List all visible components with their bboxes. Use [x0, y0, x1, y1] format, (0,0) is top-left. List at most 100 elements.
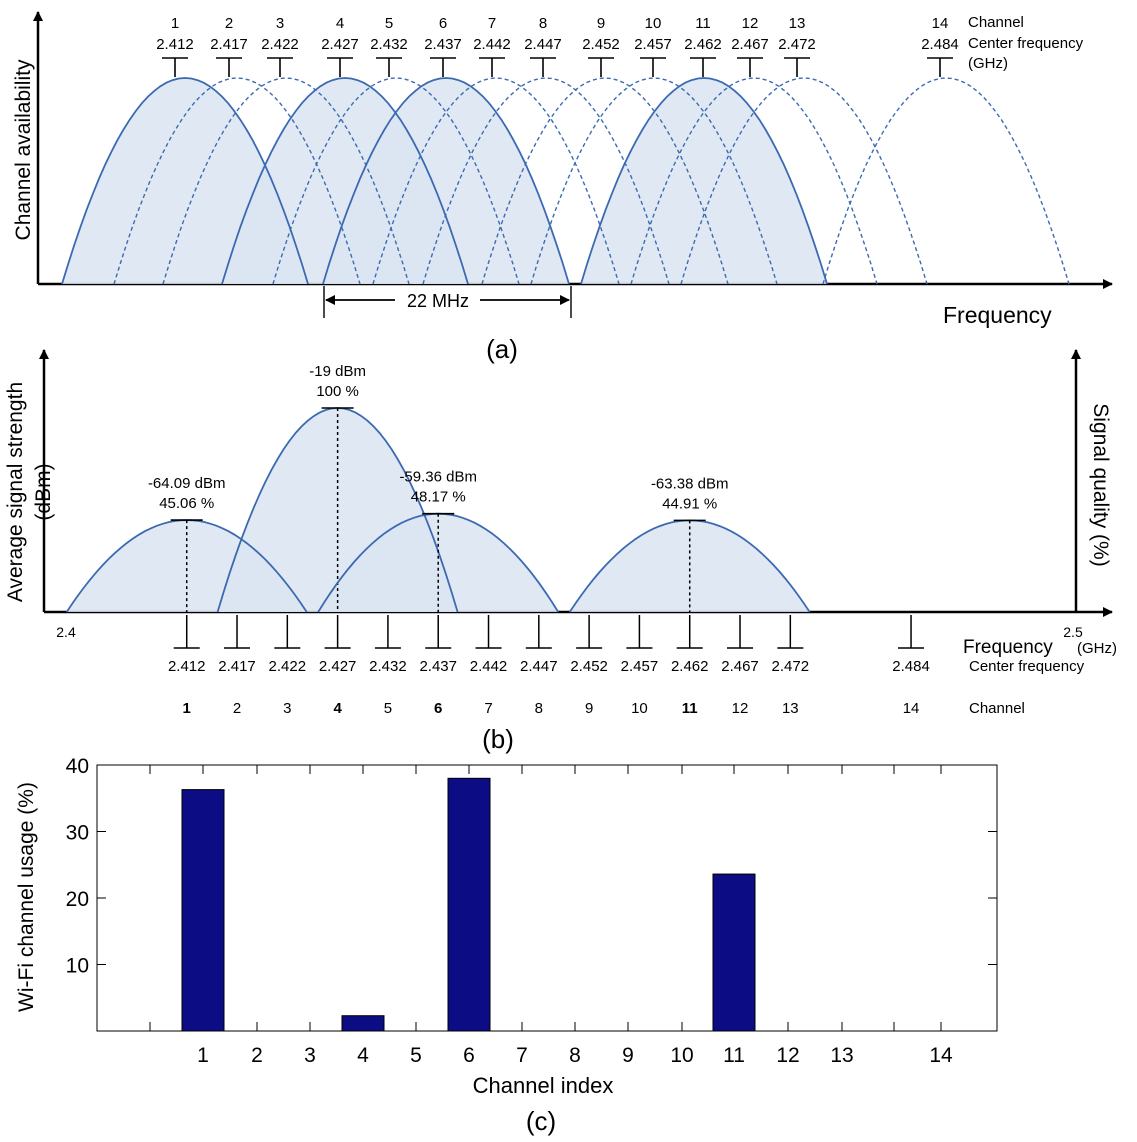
a-bandwidth-label: 22 MHz — [407, 291, 469, 311]
a-channel-2-curve — [113, 77, 361, 285]
b-center-frequency-9: 2.452 — [570, 658, 608, 675]
b-channel-number-13: 13 — [782, 700, 799, 717]
b-channel-number-1: 1 — [183, 700, 191, 717]
b-center-frequency-13: 2.472 — [772, 658, 810, 675]
b-channel-number-11: 11 — [682, 700, 698, 717]
c-xtick-label-1: 1 — [197, 1044, 209, 1067]
c-ytick-label-20: 20 — [66, 888, 89, 911]
b-signal-1-dbm: -64.09 dBm — [148, 475, 226, 492]
c-xtick-label-3: 3 — [304, 1044, 316, 1067]
a-x-axis-label: Frequency — [943, 302, 1052, 328]
c-xtick-label-14: 14 — [929, 1044, 953, 1067]
b-center-frequency-12: 2.467 — [721, 658, 759, 675]
a-channel-label-5: 5 — [385, 15, 393, 32]
b-signal-4-dbm: -19 dBm — [309, 363, 366, 380]
a-channel-label-10: 10 — [645, 15, 662, 32]
b-center-frequency-3: 2.422 — [269, 658, 307, 675]
b-channel-number-3: 3 — [283, 700, 291, 717]
a-channel-label-9: 9 — [597, 15, 605, 32]
a-unit-header: (GHz) — [968, 55, 1008, 72]
b-signal-6-quality: 48.17 % — [411, 489, 466, 506]
a-frequency-label-9: 2.452 — [582, 36, 620, 53]
b-center-frequency-5: 2.432 — [369, 658, 407, 675]
c-xtick-label-4: 4 — [357, 1044, 369, 1067]
a-channel-3-curve — [162, 77, 410, 285]
a-channel-label-3: 3 — [276, 15, 284, 32]
a-channel-9-curve — [481, 77, 729, 285]
b-x-end-label: 2.5 — [1063, 624, 1083, 640]
a-channel-label-13: 13 — [789, 15, 806, 32]
a-channel-header: Channel — [968, 14, 1024, 31]
b-channel-number-7: 7 — [484, 700, 492, 717]
a-frequency-label-10: 2.457 — [634, 36, 672, 53]
a-frequency-label-11: 2.462 — [684, 36, 722, 53]
c-xtick-label-2: 2 — [251, 1044, 263, 1067]
c-bar-channel-11 — [712, 873, 756, 1032]
c-xtick-label-5: 5 — [410, 1044, 422, 1067]
b-signal-6-dbm: -59.36 dBm — [399, 469, 477, 486]
a-channel-7-curve — [372, 77, 620, 285]
b-x-axis-label: Frequency — [963, 637, 1053, 658]
a-frequency-label-13: 2.472 — [778, 36, 816, 53]
b-x-axis-unit: (GHz) — [1077, 640, 1117, 657]
b-signal-4-quality: 100 % — [316, 383, 359, 400]
b-channel-number-4: 4 — [333, 700, 342, 717]
c-y-axis-label: Wi-Fi channel usage (%) — [15, 782, 38, 1012]
a-frequency-label-4: 2.427 — [321, 36, 359, 53]
b-center-frequency-11: 2.462 — [671, 658, 709, 675]
b-y-axis-label: Average signal strength — [4, 382, 27, 602]
a-frequency-label-5: 2.432 — [370, 36, 408, 53]
b-y2-axis-label: Signal quality (%) — [1089, 403, 1112, 566]
b-channel-number-9: 9 — [585, 700, 593, 717]
b-center-frequency-14: 2.484 — [892, 658, 930, 675]
b-center-frequency-10: 2.457 — [621, 658, 659, 675]
b-center-frequency-1: 2.412 — [168, 658, 206, 675]
panel-b: Average signal strength (dBm) Signal quali… — [4, 349, 1117, 754]
c-xtick-label-12: 12 — [776, 1044, 799, 1067]
c-bar-channel-4 — [341, 1015, 385, 1032]
c-xtick-label-8: 8 — [569, 1044, 581, 1067]
b-center-frequency-label: Center frequency — [969, 658, 1085, 675]
a-channel-14-curve — [822, 77, 1070, 285]
a-channel-4-curve — [221, 77, 469, 285]
a-channel-5-curve — [272, 77, 520, 285]
a-channel-10-curve — [530, 77, 778, 285]
c-xtick-label-13: 13 — [830, 1044, 853, 1067]
b-x-start-label: 2.4 — [56, 624, 76, 640]
c-bar-channel-6 — [447, 777, 491, 1032]
a-frequency-label-8: 2.447 — [524, 36, 562, 53]
a-channel-label-7: 7 — [488, 15, 496, 32]
a-frequency-label-1: 2.412 — [156, 36, 194, 53]
a-frequency-label-14: 2.484 — [921, 36, 959, 53]
a-channel-label-12: 12 — [742, 15, 759, 32]
b-channel-number-6: 6 — [434, 700, 442, 717]
c-ytick-label-30: 30 — [66, 822, 89, 845]
a-channel-label-6: 6 — [439, 15, 447, 32]
b-channel-number-14: 14 — [903, 700, 920, 717]
c-xtick-label-9: 9 — [622, 1044, 634, 1067]
b-channel-number-5: 5 — [384, 700, 392, 717]
b-panel-label: (b) — [482, 724, 514, 754]
b-center-frequency-6: 2.437 — [419, 658, 457, 675]
c-xtick-label-11: 11 — [723, 1044, 745, 1067]
b-center-frequency-4: 2.427 — [319, 658, 357, 675]
b-center-frequency-7: 2.442 — [470, 658, 508, 675]
a-channel-8-curve — [422, 77, 670, 285]
a-channel-12-curve — [630, 77, 878, 285]
b-signal-11-quality: 44.91 % — [662, 495, 717, 512]
a-channel-label-8: 8 — [539, 15, 547, 32]
a-frequency-label-3: 2.422 — [261, 36, 299, 53]
a-channel-label-14: 14 — [932, 15, 949, 32]
b-y-axis-unit: (dBm) — [32, 463, 55, 520]
c-x-axis-label: Channel index — [473, 1073, 614, 1098]
b-channel-label: Channel — [969, 700, 1025, 717]
b-channel-number-8: 8 — [535, 700, 543, 717]
c-bar-channel-1 — [181, 789, 225, 1032]
b-center-frequency-8: 2.447 — [520, 658, 558, 675]
c-ytick-label-40: 40 — [66, 755, 89, 778]
b-channel-number-2: 2 — [233, 700, 241, 717]
panel-a: Channel availability Frequency 1 2.412 2 2.41… — [12, 11, 1113, 364]
a-channel-label-2: 2 — [225, 15, 233, 32]
b-signal-1-quality: 45.06 % — [159, 495, 214, 512]
